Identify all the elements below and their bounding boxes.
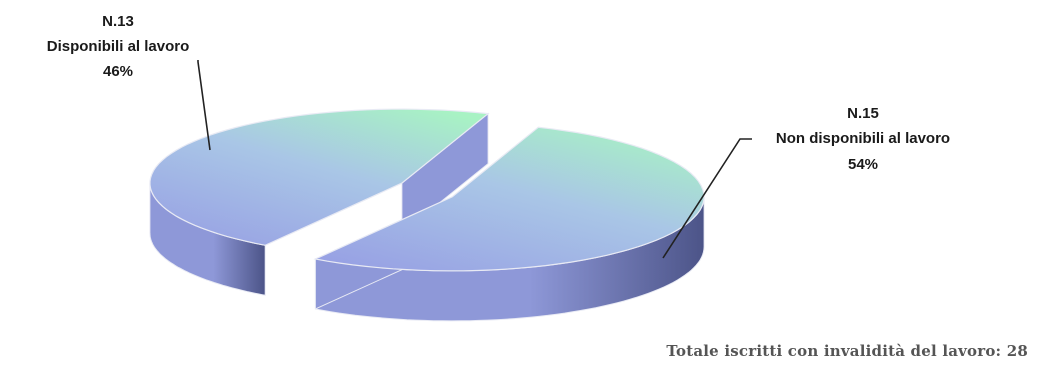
slice-label-percent-disponibili: 46% xyxy=(103,63,133,80)
pie-slice-non-disponibili xyxy=(313,126,705,322)
slice-label-count-non-disponibili: N.15 xyxy=(847,105,879,122)
slice-label-name-non-disponibili: Non disponibili al lavoro xyxy=(776,130,950,147)
slice-label-percent-non-disponibili: 54% xyxy=(848,156,878,173)
pie-slice-disponibili xyxy=(149,108,490,296)
slice-label-count-disponibili: N.13 xyxy=(102,13,134,30)
leader-line-non-disponibili xyxy=(662,138,752,259)
total-footer: Totale iscritti con invalidità del lavor… xyxy=(666,342,1028,360)
pie-top-disponibili xyxy=(149,108,490,246)
leader-line-disponibili xyxy=(197,60,211,151)
pie-top-non-disponibili xyxy=(313,126,705,272)
slice-label-name-disponibili: Disponibili al lavoro xyxy=(47,38,190,55)
